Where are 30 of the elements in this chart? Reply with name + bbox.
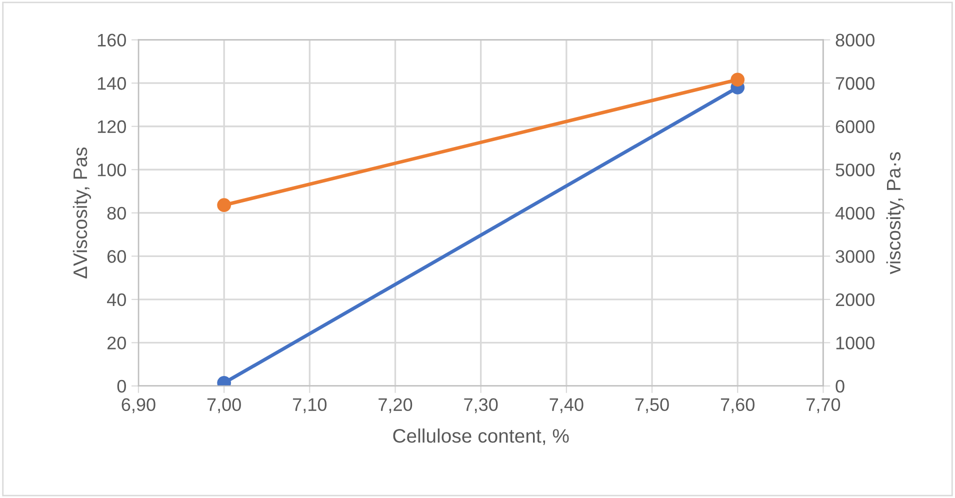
x-tick-label: 7,00 (207, 398, 241, 414)
y-axis-title: ΔViscosity, Pas (72, 147, 91, 278)
x-tick-label: 7,70 (806, 398, 840, 414)
y-tick-label: 140 (98, 77, 126, 90)
y2-tick-label: 0 (836, 380, 844, 393)
x-tick-label: 7,60 (720, 398, 754, 414)
y-tick-label: 0 (117, 380, 126, 393)
y-tick-label: 160 (98, 34, 126, 47)
x-tick-label: 7,20 (378, 398, 412, 414)
y-tick-label: 120 (98, 120, 126, 134)
x-axis-title: Cellulose content, % (393, 428, 569, 446)
y-tick-label: 80 (107, 206, 126, 220)
x-tick-label: 7,10 (293, 398, 327, 414)
y2-tick-label: 8000 (836, 34, 874, 47)
y2-tick-label: 5000 (836, 164, 874, 176)
y2-tick-label: 7000 (836, 77, 874, 90)
x-tick-label: 7,50 (635, 398, 669, 414)
x-tick-label: 7,40 (550, 398, 584, 414)
y2-axis-title: viscosity, Pa·s (886, 152, 904, 274)
y2-tick-label: 4000 (835, 206, 874, 220)
y-tick-label: 60 (108, 250, 126, 263)
y2-tick-label: 1000 (836, 336, 874, 350)
x-tick-label: 6,90 (122, 398, 156, 414)
y-tick-label: 100 (98, 164, 126, 176)
y-tick-label: 40 (107, 293, 126, 306)
x-tick-label: 7,30 (464, 398, 498, 414)
y2-tick-label: 3000 (836, 250, 874, 263)
y2-tick-label: 6000 (836, 120, 874, 134)
y2-tick-label: 2000 (836, 293, 874, 306)
y-tick-label: 20 (107, 336, 126, 350)
